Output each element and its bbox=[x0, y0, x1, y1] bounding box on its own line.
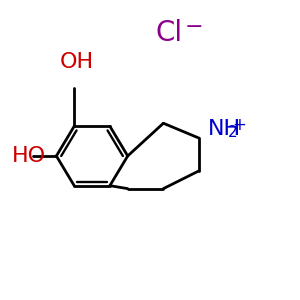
Text: 2: 2 bbox=[228, 125, 238, 140]
Text: −: − bbox=[184, 17, 203, 37]
Text: Cl: Cl bbox=[156, 19, 183, 46]
Text: HO: HO bbox=[12, 146, 46, 166]
Text: NH: NH bbox=[208, 119, 241, 139]
Text: OH: OH bbox=[59, 52, 94, 72]
Text: +: + bbox=[232, 116, 247, 134]
